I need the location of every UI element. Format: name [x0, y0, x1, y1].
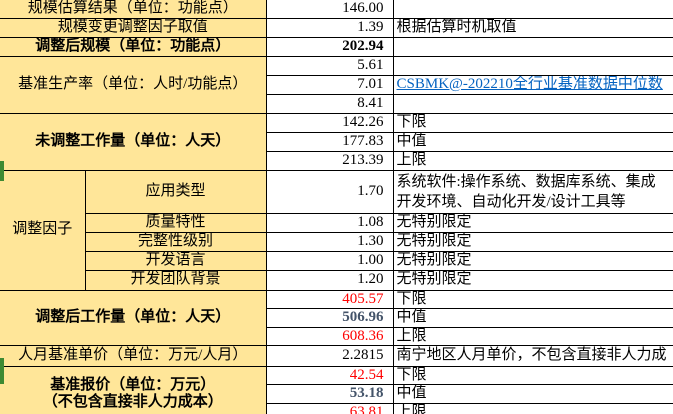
cell-value-productivity-mid[interactable]: 7.01 — [265, 74, 394, 95]
cell-label-unadjusted-workload[interactable]: 未调整工作量（单位：人天） — [0, 112, 267, 171]
cell-value-productivity-low[interactable]: 5.61 — [265, 55, 394, 76]
cell-value-adjusted-high[interactable]: 608.36 — [265, 326, 394, 347]
cell-value-adjusted-scale[interactable]: 202.94 — [265, 36, 394, 57]
cell-label-baseline-productivity[interactable]: 基准生产率（单位：人时/功能点） — [0, 55, 267, 114]
cell-note-productivity-low[interactable] — [392, 55, 673, 76]
cell-value-unadjusted-high[interactable]: 213.39 — [265, 150, 394, 171]
cell-value-adjusted-low[interactable]: 405.57 — [265, 289, 394, 309]
cell-note-quote-high[interactable]: 上限 — [392, 402, 673, 414]
cell-note-unadjusted-mid[interactable]: 中值 — [392, 131, 673, 152]
cell-note-unit-price[interactable]: 南宁地区人月单价，不包含直接非人力成 — [392, 345, 673, 367]
cell-factor-name-app-type[interactable]: 应用类型 — [84, 169, 267, 214]
cell-factor-value-language[interactable]: 1.00 — [265, 250, 394, 271]
cell-note-adjusted-mid[interactable]: 中值 — [392, 307, 673, 328]
cell-note-scale-change-factor[interactable]: 根据估算时机取值 — [392, 17, 673, 38]
table-row: 7.01 CSBMK@-202210全行业基准数据中位数 — [0, 74, 673, 95]
cell-note-adjusted-scale[interactable] — [392, 36, 673, 57]
cell-note-unadjusted-high[interactable]: 上限 — [392, 150, 673, 171]
cell-note-quote-low[interactable]: 下限 — [392, 365, 673, 386]
cell-label-scale-estimate[interactable]: 规模估算结果（单位：功能点） — [0, 0, 267, 19]
cell-factor-name-language[interactable]: 开发语言 — [84, 250, 267, 271]
cell-value-adjusted-mid[interactable]: 506.96 — [265, 307, 394, 328]
cell-factor-note-language[interactable]: 无特别限定 — [392, 250, 673, 271]
table-row: 506.96 中值 — [0, 307, 673, 328]
cell-value-scale-change-factor[interactable]: 1.39 — [265, 17, 394, 38]
table-row: 人月基准单价（单位：万元/人月） 2.2815 南宁地区人月单价，不包含直接非人… — [0, 345, 673, 367]
table-row: 基准报价（单位：万元） （不包含直接非人力成本） 42.54 下限 — [0, 365, 673, 414]
cell-note-quote-mid[interactable]: 中值 — [392, 384, 673, 404]
cell-factor-name-quality[interactable]: 质量特性 — [84, 212, 267, 233]
cell-factor-value-quality[interactable]: 1.08 — [265, 212, 394, 233]
baseline-quote-label-line1: 基准报价（单位：万元） — [50, 376, 216, 393]
cell-label-baseline-quote[interactable]: 基准报价（单位：万元） （不包含直接非人力成本） — [0, 366, 267, 414]
table-row: 规模估算结果（单位：功能点） 146.00 — [0, 0, 673, 19]
cell-note-adjusted-high[interactable]: 上限 — [392, 326, 673, 347]
cell-factor-note-quality[interactable]: 无特别限定 — [392, 212, 673, 233]
cell-value-quote-mid[interactable]: 53.18 — [265, 384, 394, 404]
table-row: 未调整工作量（单位：人天） 142.26 下限 — [0, 112, 673, 171]
baseline-quote-label-line2: （不包含直接非人力成本） — [42, 393, 223, 410]
cell-value-unadjusted-low[interactable]: 142.26 — [265, 112, 394, 133]
cell-factor-value-integrity[interactable]: 1.30 — [265, 231, 394, 252]
cell-factor-note-app-type[interactable]: 系统软件:操作系统、数据库系统、集成开发环境、自动化开发/设计工具等 — [392, 169, 673, 214]
table-row: 63.81 上限 — [0, 402, 673, 414]
cell-note-adjusted-low[interactable]: 下限 — [392, 289, 673, 309]
table-row: 完整性级别 1.30 无特别限定 — [0, 231, 673, 252]
cell-label-scale-change-factor[interactable]: 规模变更调整因子取值 — [0, 17, 267, 38]
cell-factor-note-team[interactable]: 无特别限定 — [392, 269, 673, 291]
table-row: 608.36 上限 — [0, 326, 673, 347]
cell-note-productivity-mid[interactable]: CSBMK@-202210全行业基准数据中位数 — [392, 74, 673, 95]
cell-value-scale-estimate[interactable]: 146.00 — [265, 0, 394, 19]
table-row: 开发团队背景 1.20 无特别限定 — [0, 269, 673, 291]
cell-value-unit-price[interactable]: 2.2815 — [265, 345, 394, 367]
table-row: 调整因子 应用类型 1.70 系统软件:操作系统、数据库系统、集成开发环境、自动… — [0, 169, 673, 291]
cell-label-unit-price[interactable]: 人月基准单价（单位：万元/人月） — [0, 345, 267, 367]
cell-note-productivity-high[interactable] — [392, 93, 673, 114]
table-row: 53.18 中值 — [0, 384, 673, 404]
cell-factor-value-app-type[interactable]: 1.70 — [265, 169, 394, 214]
csbmk-benchmark-link[interactable]: CSBMK@-202210全行业基准数据中位数 — [396, 75, 663, 92]
print-area-marker-top — [0, 161, 4, 181]
table-row: 调整后规模（单位：功能点） 202.94 — [0, 36, 673, 57]
table-row: 开发语言 1.00 无特别限定 — [0, 250, 673, 271]
table-row: 177.83 中值 — [0, 131, 673, 152]
cell-label-adjusted-scale[interactable]: 调整后规模（单位：功能点） — [0, 36, 267, 57]
table-row: 8.41 — [0, 93, 673, 114]
cell-factor-note-integrity[interactable]: 无特别限定 — [392, 231, 673, 252]
cell-label-adjusted-workload[interactable]: 调整后工作量（单位：人天） — [0, 289, 267, 346]
cell-value-quote-low[interactable]: 42.54 — [265, 365, 394, 386]
cell-note-scale-estimate[interactable] — [392, 0, 673, 19]
cell-value-quote-high[interactable]: 63.81 — [265, 402, 394, 414]
cell-value-productivity-high[interactable]: 8.41 — [265, 93, 394, 114]
table-row: 调整后工作量（单位：人天） 405.57 下限 — [0, 289, 673, 346]
cell-factor-name-team[interactable]: 开发团队背景 — [84, 269, 267, 291]
cell-factor-name-integrity[interactable]: 完整性级别 — [84, 231, 267, 252]
table-row: 基准生产率（单位：人时/功能点） 5.61 — [0, 55, 673, 114]
table-row: 规模变更调整因子取值 1.39 根据估算时机取值 — [0, 17, 673, 38]
cell-note-unadjusted-low[interactable]: 下限 — [392, 112, 673, 133]
cell-value-unadjusted-mid[interactable]: 177.83 — [265, 131, 394, 152]
cell-factor-value-team[interactable]: 1.20 — [265, 269, 394, 291]
table-row: 质量特性 1.08 无特别限定 — [0, 212, 673, 233]
cell-label-adjustment-factors[interactable]: 调整因子 — [0, 169, 86, 291]
print-area-marker-bottom — [0, 358, 4, 384]
